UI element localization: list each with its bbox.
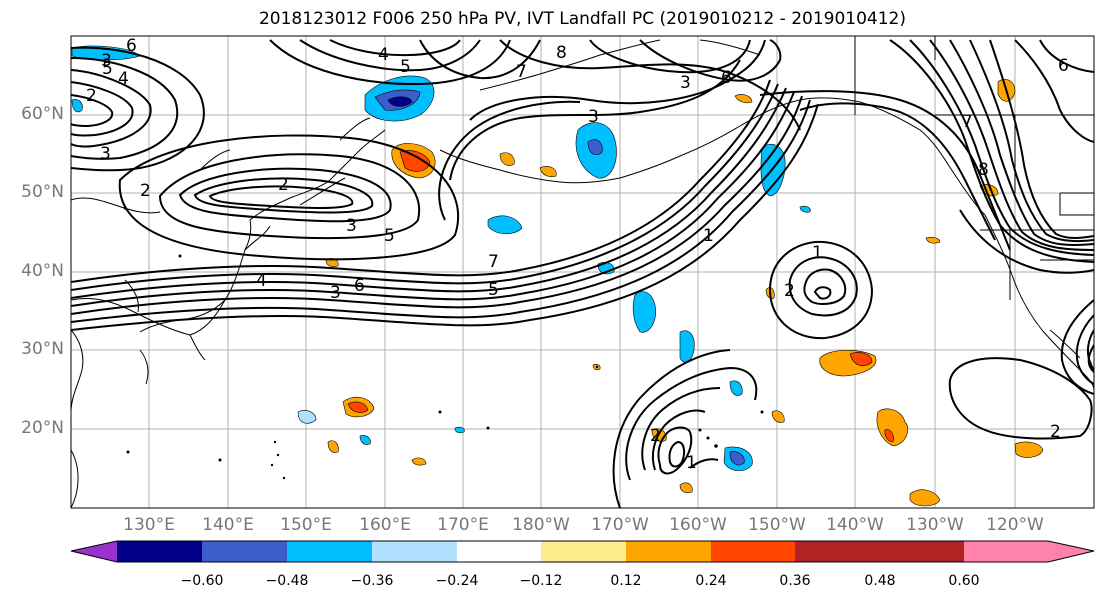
colorbar-tick-label: −0.36 xyxy=(350,573,394,589)
contour-label: 5 xyxy=(488,280,499,300)
contour-label: 4 xyxy=(378,45,389,65)
plot-area: 6 5 4 2 3 4 5 7 8 6 3 2 3 4 5 6 7 5 3 1 … xyxy=(71,36,1094,508)
lon-label: 150°W xyxy=(748,515,806,535)
lon-label: 120°W xyxy=(986,515,1044,535)
contour-label: 6 xyxy=(354,276,365,296)
contour-label: 2 xyxy=(784,281,795,301)
contour-label: 5 xyxy=(400,57,411,77)
colorbar-tick-label: 0.48 xyxy=(864,573,896,589)
lon-label: 130°E xyxy=(123,515,175,535)
contour-label: 7 xyxy=(516,62,527,82)
colorbar-tick-label: 0.12 xyxy=(610,573,642,589)
lat-label: 40°N xyxy=(21,261,64,281)
contour-label: 3 xyxy=(680,73,691,93)
colorbar-bin xyxy=(117,541,202,562)
lat-label: 50°N xyxy=(21,182,64,202)
contour-label: 4 xyxy=(118,69,129,89)
contour-label: 5 xyxy=(384,226,395,246)
contour-label: 2 xyxy=(140,181,151,201)
contour-label: 3 xyxy=(330,283,341,303)
lon-label: 160°W xyxy=(669,515,727,535)
colorbar-bin xyxy=(457,541,541,562)
contour-label: 6 xyxy=(1058,56,1069,76)
contour-label: 1 xyxy=(812,243,823,263)
contour-label: 3 xyxy=(100,144,111,164)
contour-label: 2 xyxy=(278,175,289,195)
colorbar-tick-label: 0.60 xyxy=(948,573,980,589)
colorbar-bin xyxy=(202,541,287,562)
lon-label: 130°W xyxy=(906,515,964,535)
colorbar-bin xyxy=(287,541,372,562)
colorbar-tick-label: −0.12 xyxy=(519,573,563,589)
contour-label: 1 xyxy=(703,226,714,246)
colorbar-tick-label: 0.36 xyxy=(779,573,811,589)
contour-label: 3 xyxy=(101,51,112,71)
islands xyxy=(123,206,764,480)
contour-labels: 6 5 4 2 3 4 5 7 8 6 3 2 3 4 5 6 7 5 3 1 … xyxy=(86,36,1069,473)
colorbar-tick-label: 0.24 xyxy=(695,573,727,589)
contour-label: 3 xyxy=(346,216,357,236)
colorbar-tick-label: −0.48 xyxy=(265,573,309,589)
contour-label: 1 xyxy=(686,453,697,473)
contour-label: 2 xyxy=(86,86,97,106)
contour-label: 8 xyxy=(556,43,567,63)
contour-label: 2 xyxy=(1050,422,1061,442)
pv-shading xyxy=(71,45,1044,507)
colorbar-tick-label: −0.24 xyxy=(435,573,479,589)
colorbar-max-arrow xyxy=(964,541,1094,562)
lon-label: 140°W xyxy=(826,515,884,535)
lon-label: 150°E xyxy=(280,515,332,535)
contour-label: 8 xyxy=(978,160,989,180)
contour-label: 6 xyxy=(721,68,732,88)
contour-label: 7 xyxy=(488,252,499,272)
colorbar xyxy=(70,540,1095,563)
contour-label: 4 xyxy=(256,271,267,291)
contours xyxy=(71,39,1094,508)
contour-label: 3 xyxy=(588,107,599,127)
lat-label: 20°N xyxy=(21,418,64,438)
colorbar-bin xyxy=(372,541,457,562)
lat-label: 30°N xyxy=(21,339,64,359)
lon-label: 180°W xyxy=(512,515,570,535)
lon-label: 170°E xyxy=(437,515,489,535)
colorbar-bin xyxy=(541,541,626,562)
map-title: 2018123012 F006 250 hPa PV, IVT Landfall… xyxy=(258,9,906,29)
lon-label: 160°E xyxy=(359,515,411,535)
colorbar-min-arrow xyxy=(71,541,117,562)
lon-label: 140°E xyxy=(202,515,254,535)
colorbar-tick-label: −0.60 xyxy=(180,573,224,589)
colorbar-bin xyxy=(711,541,795,562)
contour-label: 6 xyxy=(126,36,137,56)
lat-label: 60°N xyxy=(21,104,64,124)
lon-label: 170°W xyxy=(591,515,649,535)
contour-label: 5 xyxy=(102,59,113,79)
contour-label: 2 xyxy=(650,426,661,446)
colorbar-bin xyxy=(626,541,711,562)
colorbar-bin xyxy=(795,541,880,562)
plot-border xyxy=(70,35,1095,509)
contour-label: 7 xyxy=(962,112,973,132)
colorbar-bin xyxy=(880,541,964,562)
